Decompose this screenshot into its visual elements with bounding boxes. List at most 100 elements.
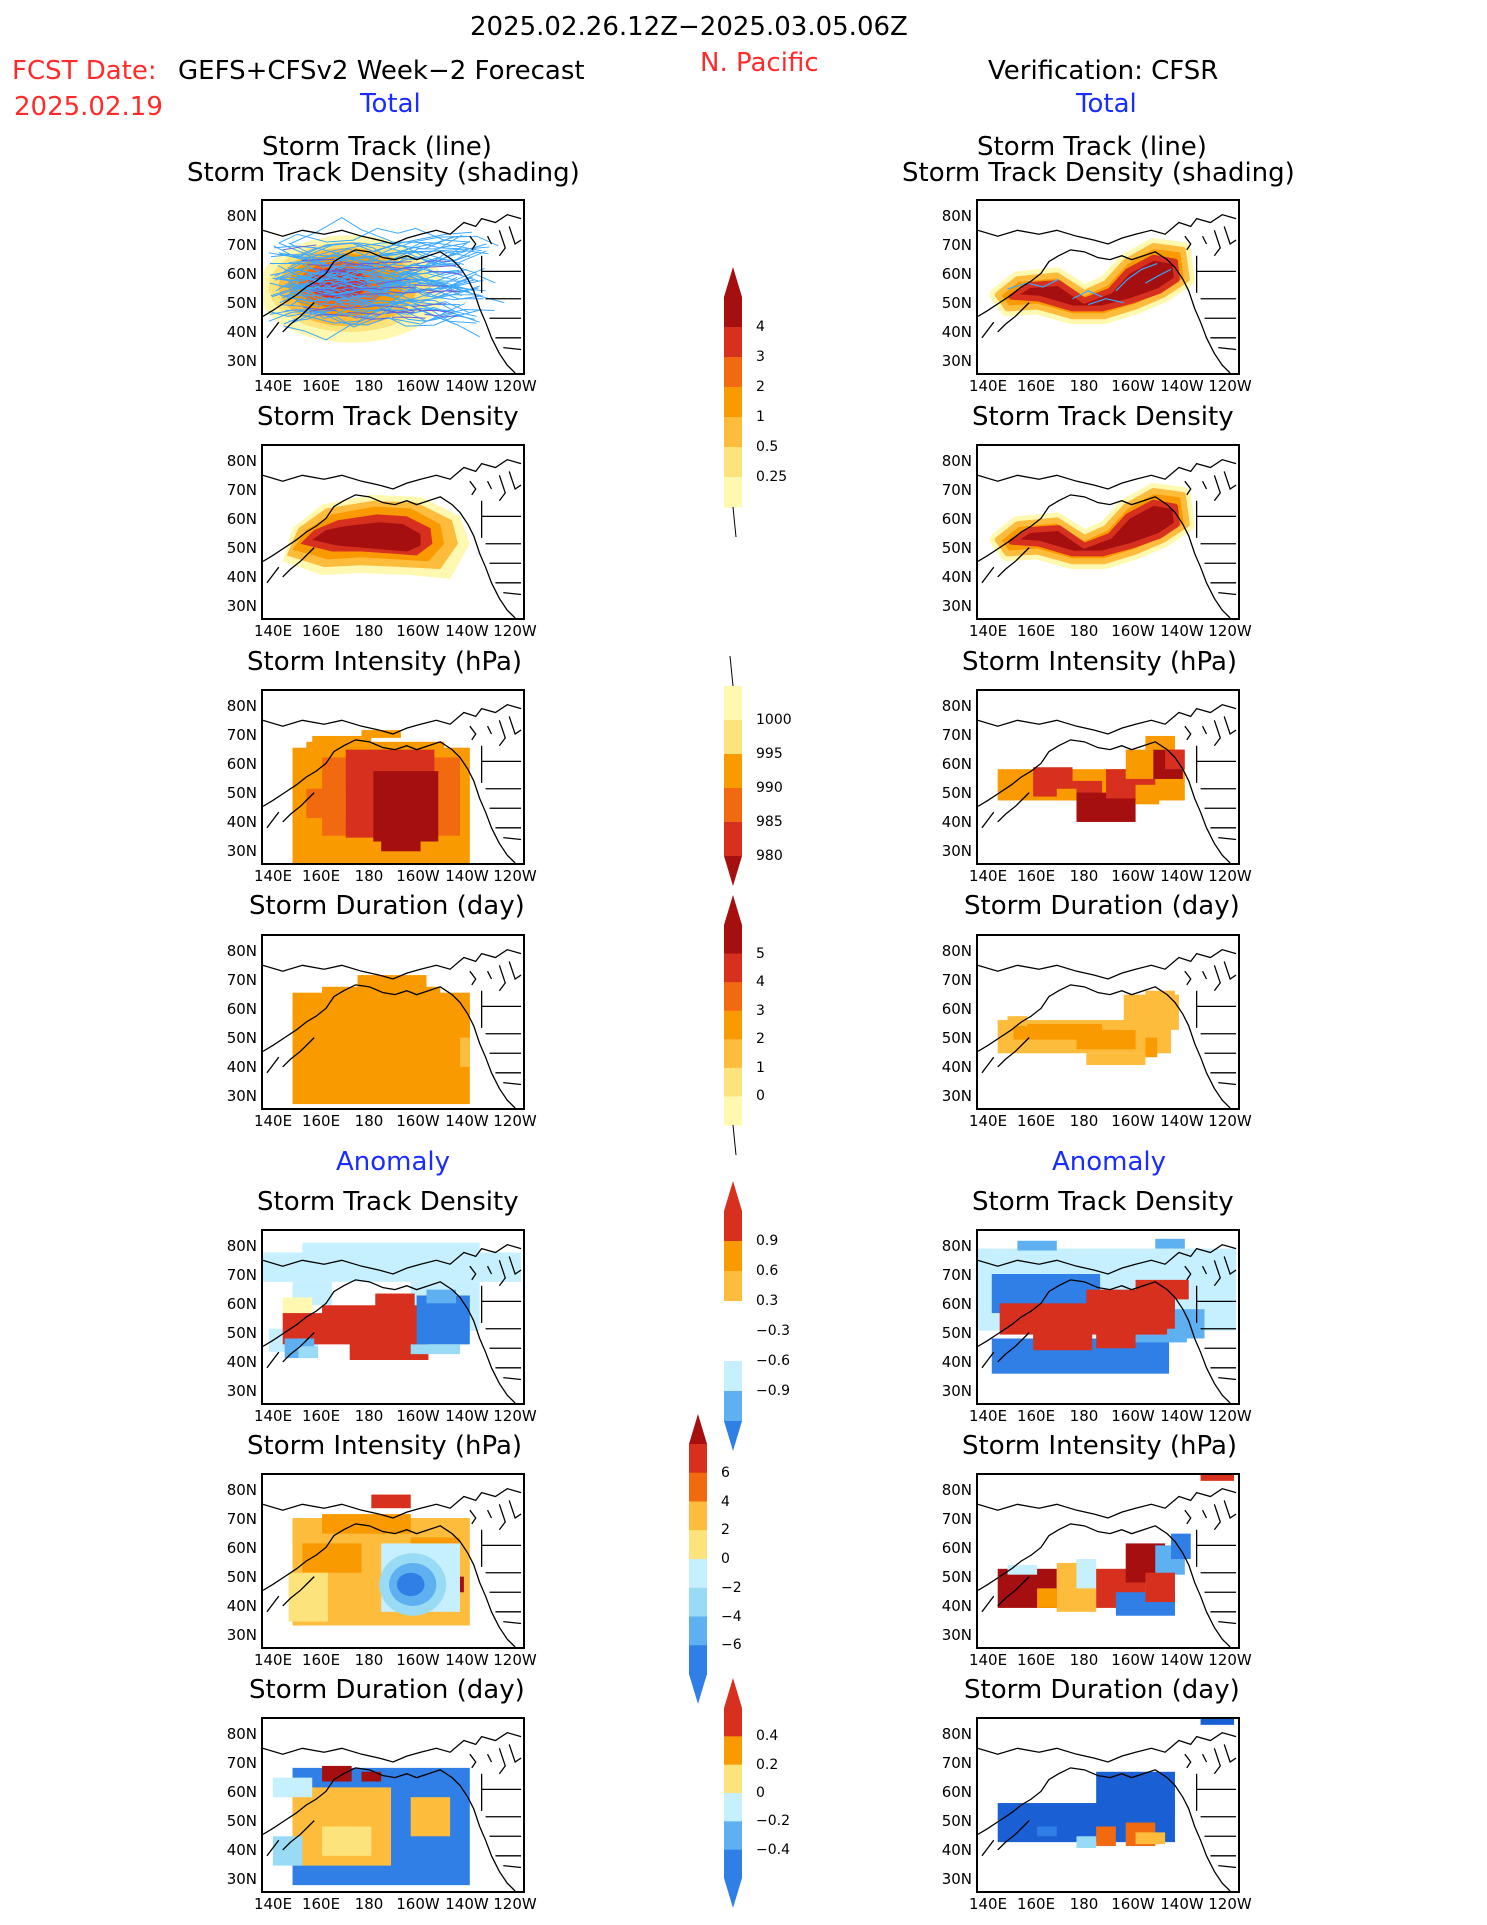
lat-tick-label: 30N bbox=[226, 1087, 257, 1105]
lat-tick-label: 80N bbox=[226, 1725, 257, 1743]
lat-tick-label: 60N bbox=[226, 755, 257, 773]
left-anom-density-panel-map bbox=[263, 1242, 522, 1403]
lon-tick-label: 140W bbox=[445, 1651, 489, 1669]
lat-tick-label: 30N bbox=[226, 1382, 257, 1400]
anomaly-right-label: Anomaly bbox=[1052, 1147, 1167, 1177]
lat-tick-label: 80N bbox=[941, 452, 972, 470]
lat-tick-label: 70N bbox=[941, 1266, 972, 1284]
colorbar-density-anom-graphic bbox=[724, 1181, 742, 1451]
left-anom-intensity-panel-map bbox=[263, 1487, 522, 1647]
lat-tick-label: 50N bbox=[226, 1812, 257, 1830]
colorbar-tick-label: 0 bbox=[721, 1551, 730, 1567]
fcst-label: FCST Date: bbox=[12, 56, 157, 86]
lon-tick-label: 140E bbox=[968, 1651, 1008, 1669]
colorbar-intensity-anom-graphic bbox=[689, 1414, 707, 1704]
lat-tick-label: 60N bbox=[941, 1539, 972, 1557]
lat-tick-label: 80N bbox=[226, 1237, 257, 1255]
left-track-title-2: Storm Track Density (shading) bbox=[187, 158, 580, 188]
lon-tick-label: 180 bbox=[354, 1895, 384, 1913]
lon-tick-label: 120W bbox=[493, 1407, 537, 1425]
right-track-title-2: Storm Track Density (shading) bbox=[902, 158, 1295, 188]
lon-tick-label: 160W bbox=[1111, 1651, 1155, 1669]
lon-tick-label: 140W bbox=[1160, 1407, 1204, 1425]
lon-tick-label: 120W bbox=[493, 867, 537, 885]
lon-tick-label: 140W bbox=[1160, 377, 1204, 395]
right-intensity-panel-map bbox=[978, 703, 1237, 863]
colorbar-tick-label: 3 bbox=[756, 349, 765, 365]
lon-tick-label: 160W bbox=[396, 867, 440, 885]
lat-tick-label: 80N bbox=[226, 1481, 257, 1499]
lat-tick-label: 40N bbox=[226, 813, 257, 831]
lon-tick-label: 140E bbox=[253, 867, 293, 885]
lat-tick-label: 50N bbox=[226, 1568, 257, 1586]
lon-tick-label: 160W bbox=[1111, 622, 1155, 640]
colorbar-tick-label: 3 bbox=[756, 1002, 765, 1019]
lon-tick-label: 180 bbox=[354, 1407, 384, 1425]
lat-tick-label: 60N bbox=[226, 1783, 257, 1801]
lat-tick-label: 30N bbox=[226, 597, 257, 615]
right-anom-duration-panel: 80N 70N 60N 50N 40N 30N 140E 160E 180 160W 140W 120… bbox=[942, 1717, 1252, 1913]
colorbar-tick-label: 0.9 bbox=[756, 1233, 779, 1249]
lon-tick-label: 160E bbox=[301, 1112, 341, 1130]
colorbar-tick-label: 1 bbox=[756, 1059, 765, 1076]
lon-tick-label: 120W bbox=[1208, 1112, 1252, 1130]
colorbar-tick-label: −0.6 bbox=[756, 1353, 790, 1369]
lon-tick-label: 180 bbox=[354, 1112, 384, 1130]
lon-tick-label: 140E bbox=[253, 1112, 293, 1130]
colorbar-tick-label: 4 bbox=[721, 1493, 730, 1510]
lon-tick-label: 140W bbox=[445, 377, 489, 395]
lat-tick-label: 50N bbox=[941, 1568, 972, 1586]
lat-tick-label: 40N bbox=[226, 1841, 257, 1859]
lat-tick-label: 70N bbox=[941, 1510, 972, 1528]
colorbar-tick-label: 5 bbox=[756, 945, 765, 962]
right-density-panel: 80N 70N 60N 50N 40N 30N 140E 160E 180 160W 140W 120… bbox=[942, 444, 1252, 640]
lat-tick-label: 60N bbox=[941, 265, 972, 283]
lon-tick-label: 120W bbox=[493, 1651, 537, 1669]
lat-tick-label: 40N bbox=[941, 1353, 972, 1371]
lat-tick-label: 30N bbox=[941, 1870, 972, 1888]
colorbar-tick-label: 0.4 bbox=[756, 1728, 779, 1745]
right-track-panel: 80N 70N 60N 50N 40N 30N 140E 160E 180 160W 140W 120… bbox=[942, 199, 1252, 395]
lon-tick-label: 140E bbox=[253, 1407, 293, 1425]
lat-tick-label: 30N bbox=[941, 1087, 972, 1105]
lon-tick-label: 120W bbox=[1208, 1651, 1252, 1669]
lon-tick-label: 160E bbox=[301, 1651, 341, 1669]
lon-tick-label: 120W bbox=[1208, 867, 1252, 885]
left-density-panel-map bbox=[263, 458, 522, 618]
lon-tick-label: 160W bbox=[396, 1895, 440, 1913]
lon-tick-label: 160W bbox=[1111, 1407, 1155, 1425]
colorbar-tick-label: 0 bbox=[756, 1088, 765, 1105]
lat-tick-label: 40N bbox=[941, 568, 972, 586]
lon-tick-label: 140W bbox=[445, 1895, 489, 1913]
right-density-title: Storm Track Density bbox=[972, 402, 1234, 432]
lat-tick-label: 50N bbox=[226, 294, 257, 312]
lat-tick-label: 40N bbox=[941, 323, 972, 341]
colorbar-tick-label: 1 bbox=[756, 409, 765, 425]
lon-tick-label: 140W bbox=[1160, 867, 1204, 885]
lon-tick-label: 160E bbox=[301, 377, 341, 395]
right-duration-title: Storm Duration (day) bbox=[964, 891, 1240, 921]
lat-tick-label: 50N bbox=[941, 1029, 972, 1047]
lon-tick-label: 180 bbox=[1069, 1407, 1099, 1425]
lon-tick-label: 160E bbox=[1016, 377, 1056, 395]
right-intensity-title: Storm Intensity (hPa) bbox=[962, 647, 1238, 677]
lon-tick-label: 160E bbox=[1016, 1407, 1056, 1425]
left-anom-intensity-panel: 80N 70N 60N 50N 40N 30N 140E 160E 180 160W 140W 120… bbox=[227, 1473, 537, 1669]
lon-tick-label: 140E bbox=[968, 1407, 1008, 1425]
lon-tick-label: 160W bbox=[396, 622, 440, 640]
lon-tick-label: 160W bbox=[396, 1651, 440, 1669]
colorbar-tick-label: −0.2 bbox=[756, 1813, 790, 1830]
lon-tick-label: 160E bbox=[1016, 1112, 1056, 1130]
colorbar-tick-label: −0.9 bbox=[756, 1383, 790, 1399]
lon-tick-label: 160E bbox=[301, 867, 341, 885]
lat-tick-label: 60N bbox=[941, 1783, 972, 1801]
lat-tick-label: 60N bbox=[226, 1295, 257, 1313]
lat-tick-label: 50N bbox=[226, 1029, 257, 1047]
left-anom-density-title: Storm Track Density bbox=[257, 1187, 519, 1217]
lon-tick-label: 140W bbox=[1160, 1895, 1204, 1913]
colorbar-tick-label: 4 bbox=[756, 319, 765, 335]
lat-tick-label: 60N bbox=[226, 1000, 257, 1018]
lat-tick-label: 70N bbox=[941, 1754, 972, 1772]
lat-tick-label: 40N bbox=[226, 1597, 257, 1615]
lon-tick-label: 180 bbox=[1069, 1651, 1099, 1669]
